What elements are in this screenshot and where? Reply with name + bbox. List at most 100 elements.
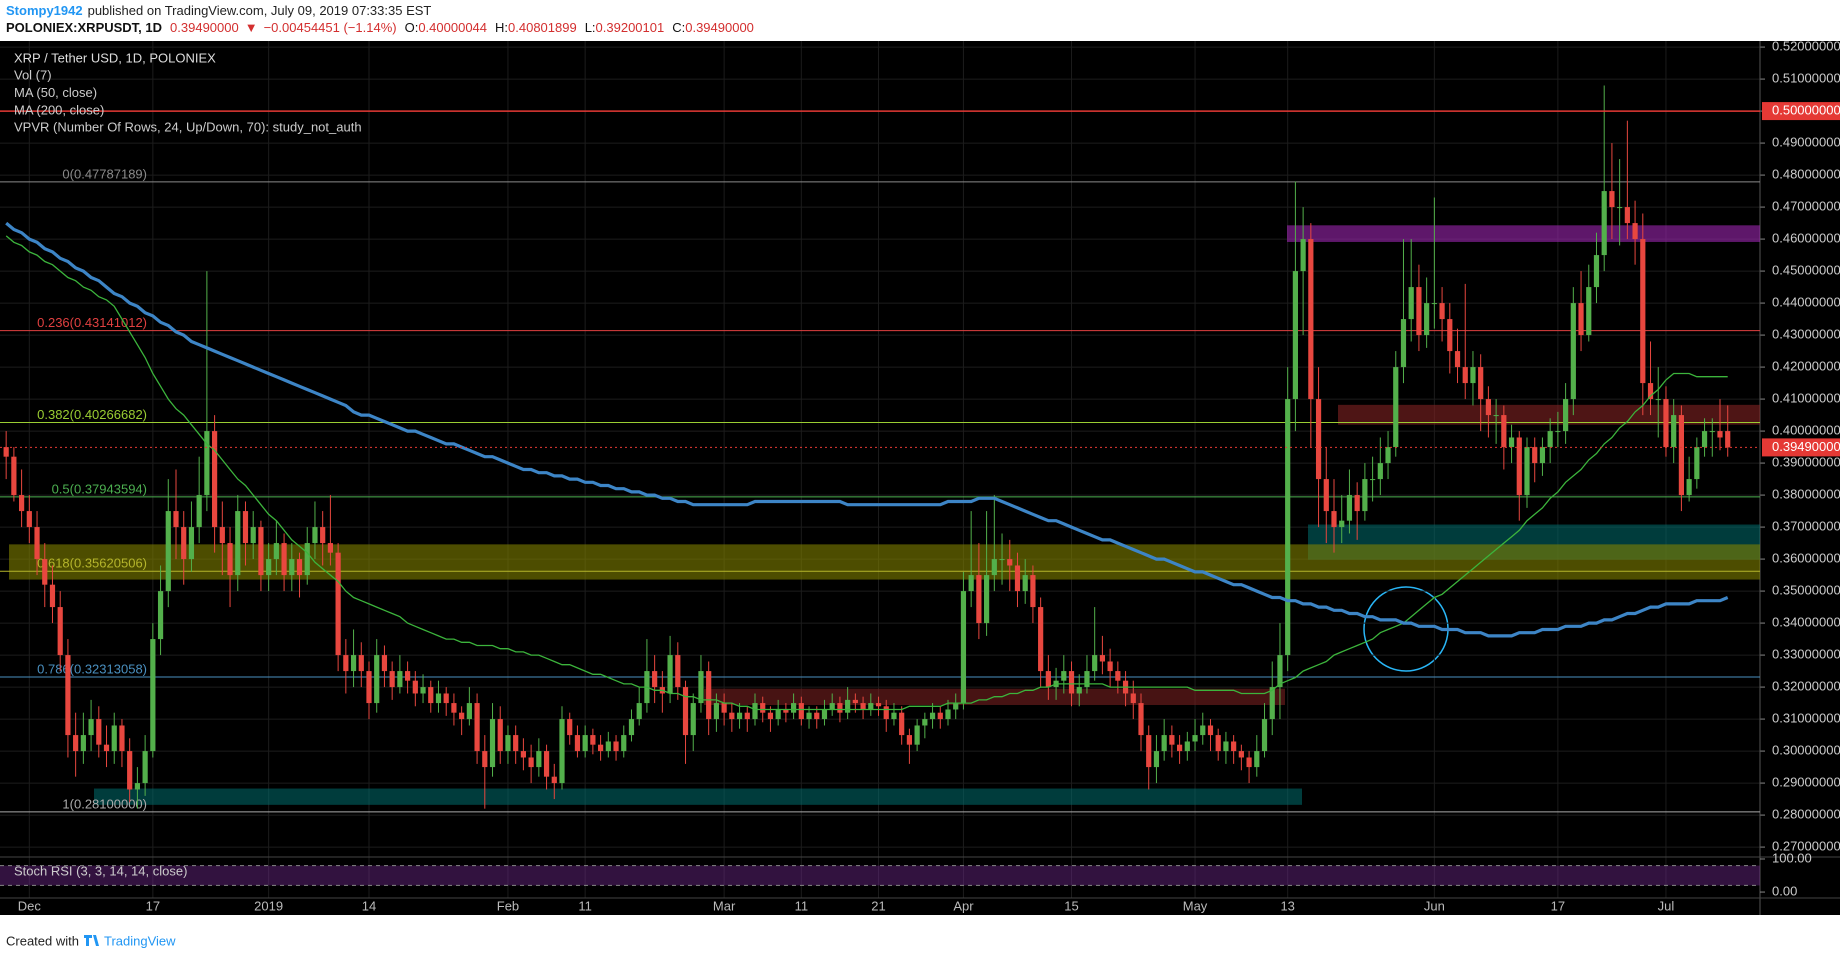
candle-body: [1493, 415, 1499, 417]
candle-body: [19, 495, 25, 512]
candle-body: [767, 712, 774, 720]
candle-body: [953, 703, 959, 710]
candle-body: [536, 751, 542, 768]
candle-body: [150, 639, 156, 752]
candle-body: [1200, 725, 1206, 736]
brand: TradingView: [104, 933, 176, 948]
stoch-tick-label: 100.00: [1772, 850, 1812, 865]
ma-line: [5, 235, 1728, 711]
candle-body: [991, 559, 997, 576]
candle-body: [837, 703, 843, 713]
candle-body: [984, 575, 990, 624]
candle-body: [49, 584, 56, 608]
candle-body: [922, 719, 928, 726]
candle-body: [266, 559, 272, 576]
x-tick-label: Mar: [713, 898, 736, 913]
candle-body: [88, 719, 94, 736]
candle-body: [157, 591, 164, 640]
candle-body: [1555, 431, 1561, 433]
candle-body: [1454, 351, 1461, 368]
candle-body: [875, 703, 882, 707]
candle-body: [57, 607, 63, 656]
y-tick-label: 0.38000000: [1772, 487, 1840, 502]
candle-body: [690, 703, 696, 736]
candle-body: [1231, 741, 1237, 752]
x-tick-label: Feb: [497, 898, 519, 913]
candle-body: [34, 527, 40, 560]
brand-logo[interactable]: TradingView: [84, 933, 176, 948]
author[interactable]: Stompy1942: [6, 3, 83, 18]
candle-body: [1709, 431, 1715, 433]
x-tick-label: 14: [362, 898, 376, 913]
candle-body: [281, 543, 287, 576]
candle-body: [605, 741, 611, 752]
candle-body: [242, 511, 249, 544]
candle-body: [26, 511, 32, 528]
candle-body: [1285, 399, 1291, 656]
y-tick-label: 0.46000000: [1772, 231, 1840, 246]
candle-body: [188, 527, 195, 560]
candle-body: [567, 719, 573, 736]
candle-body: [1177, 744, 1183, 752]
candle-body: [1339, 520, 1345, 528]
candle-body: [543, 751, 550, 777]
candle-body: [273, 543, 279, 560]
candle-body: [1578, 303, 1584, 336]
candle-body: [80, 735, 86, 752]
candle-body: [1269, 687, 1275, 720]
candle-body: [1632, 223, 1638, 240]
candle-body: [443, 693, 449, 704]
y-tick-label: 0.43000000: [1772, 327, 1840, 342]
candle-body: [1115, 671, 1121, 681]
candle-body: [451, 703, 457, 713]
candle-body: [806, 712, 812, 720]
candle-body: [1640, 239, 1646, 384]
candle-body: [891, 712, 897, 720]
candle-body: [65, 655, 71, 736]
y-tick-label: 0.27000000: [1772, 839, 1840, 854]
zone: [94, 788, 1302, 805]
quote-line: POLONIEX:XRPUSDT, 1D 0.39490000 ▼ −0.004544…: [6, 20, 754, 35]
candle-body: [1331, 511, 1337, 528]
candle-body: [914, 725, 920, 745]
candle-body: [312, 527, 318, 544]
candle-body: [1424, 303, 1430, 336]
candle-body: [1462, 367, 1468, 384]
candle-body: [628, 719, 635, 736]
candle-body: [11, 456, 17, 496]
candle-body: [204, 431, 210, 496]
candle-body: [582, 735, 588, 752]
candle-body: [1377, 463, 1383, 480]
candle-body: [1292, 271, 1298, 400]
x-tick-label: 17: [146, 898, 160, 913]
x-tick-label: 13: [1280, 898, 1294, 913]
candle-body: [412, 680, 418, 694]
candle-body: [1609, 191, 1615, 208]
candle-body: [343, 655, 349, 672]
candle-body: [165, 511, 171, 592]
candle-body: [1169, 735, 1175, 745]
candle-body: [42, 559, 48, 585]
candle-body: [590, 735, 596, 745]
zone: [1338, 404, 1760, 425]
candle-body: [459, 712, 465, 720]
y-tick-label: 0.31000000: [1772, 711, 1840, 726]
x-tick-label: 11: [578, 898, 592, 913]
price-label: 0.39490000: [1772, 439, 1840, 454]
candle-body: [111, 725, 117, 752]
candle-body: [1030, 575, 1036, 608]
candle-body: [1647, 383, 1654, 400]
candle-body: [335, 552, 341, 656]
candle-body: [744, 712, 750, 720]
candle-body: [1725, 431, 1731, 448]
candle-body: [1701, 431, 1708, 448]
candle-body: [1107, 661, 1113, 672]
candle-body: [520, 751, 526, 758]
candle-body: [1254, 751, 1260, 768]
candle-body: [1547, 431, 1553, 448]
candle-body: [1686, 479, 1692, 496]
y-tick-label: 0.36000000: [1772, 551, 1840, 566]
candle-body: [1655, 399, 1661, 401]
candle-body: [729, 712, 735, 720]
